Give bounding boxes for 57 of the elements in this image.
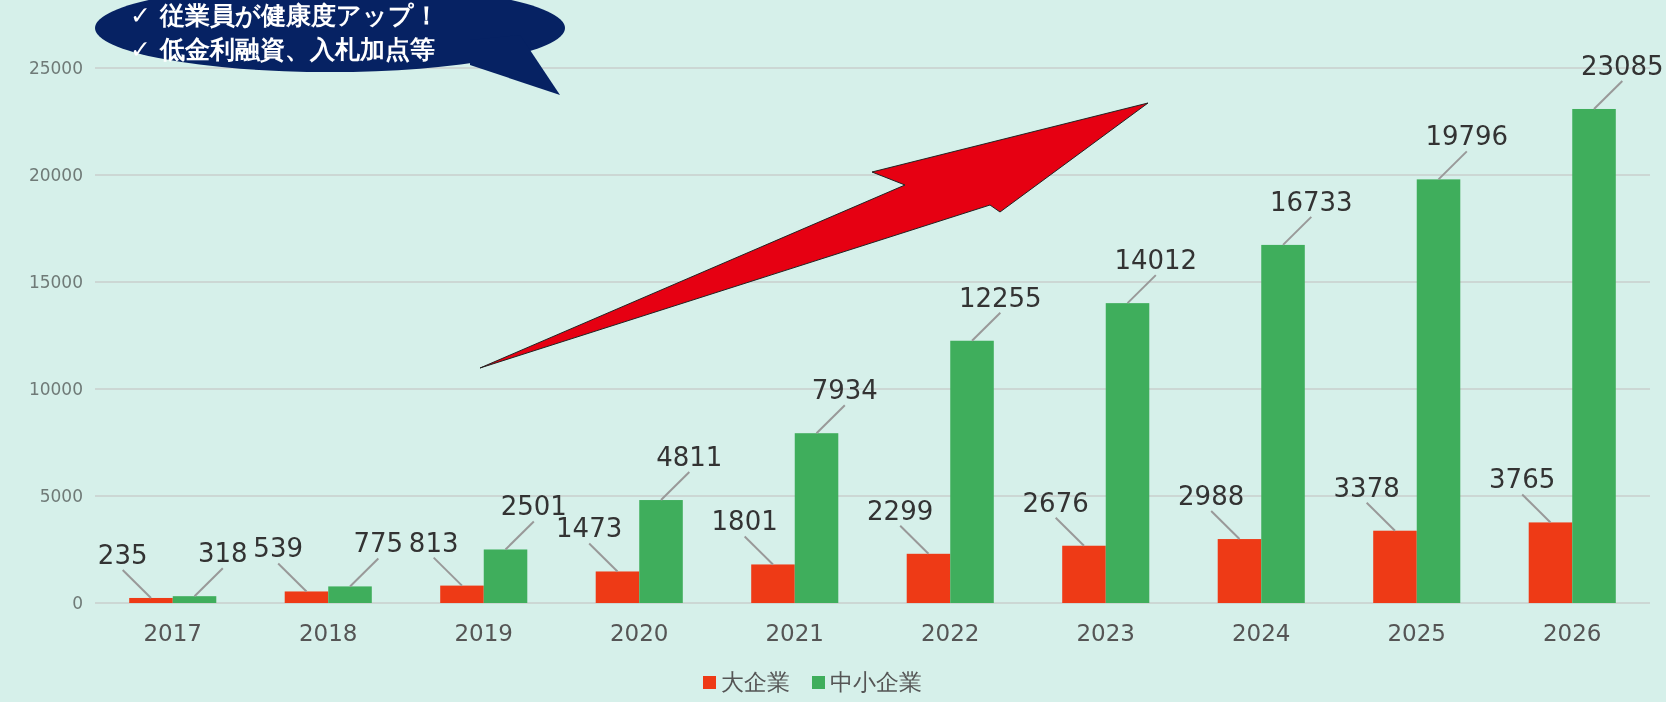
data-label: 7934 bbox=[811, 375, 878, 406]
x-tick-label: 2026 bbox=[1542, 620, 1602, 646]
x-tick-label: 2020 bbox=[609, 620, 669, 646]
data-label: 2676 bbox=[1022, 487, 1089, 518]
bar bbox=[328, 586, 372, 603]
data-label: 2988 bbox=[1178, 481, 1245, 512]
bar bbox=[284, 591, 329, 603]
bar bbox=[172, 596, 217, 603]
data-label: 12255 bbox=[958, 282, 1042, 313]
text: ✓ 従業員が健康度アップ！ bbox=[130, 1, 439, 30]
y-tick-label: 20000 bbox=[28, 165, 83, 185]
bar bbox=[794, 433, 839, 603]
x-tick-label: 2017 bbox=[143, 620, 203, 646]
y-tick-label: 0 bbox=[72, 593, 83, 613]
data-label: 16733 bbox=[1269, 186, 1353, 217]
data-label: 3378 bbox=[1333, 472, 1400, 503]
x-tick-label: 2019 bbox=[454, 620, 514, 646]
data-label: 2299 bbox=[867, 495, 934, 526]
bar bbox=[639, 500, 683, 603]
bar bbox=[1373, 530, 1417, 603]
y-tick-label: 10000 bbox=[28, 379, 83, 399]
data-label: 235 bbox=[97, 539, 148, 570]
data-label: 539 bbox=[253, 533, 303, 564]
bar bbox=[440, 585, 484, 603]
x-tick-label: 2023 bbox=[1076, 620, 1136, 646]
data-label: 1801 bbox=[711, 506, 778, 537]
bar bbox=[1261, 244, 1305, 603]
data-label: 4811 bbox=[656, 442, 723, 473]
bar bbox=[906, 553, 951, 603]
y-tick-label: 15000 bbox=[28, 272, 83, 292]
bar bbox=[1105, 303, 1150, 603]
y-tick-label: 5000 bbox=[39, 486, 83, 506]
data-label: 19796 bbox=[1425, 121, 1509, 152]
x-tick-label: 2024 bbox=[1231, 620, 1291, 646]
y-tick-label: 25000 bbox=[28, 58, 83, 78]
bar bbox=[129, 597, 173, 603]
bar bbox=[950, 340, 994, 603]
bar bbox=[1416, 179, 1461, 603]
legend-label: 大企業 bbox=[721, 669, 790, 695]
bar bbox=[1528, 522, 1573, 603]
legend-label: 中小企業 bbox=[830, 669, 922, 695]
x-tick-label: 2022 bbox=[920, 620, 980, 646]
bar bbox=[483, 549, 528, 603]
data-label: 813 bbox=[408, 527, 459, 558]
bar bbox=[1062, 545, 1106, 603]
x-tick-label: 2018 bbox=[298, 620, 358, 646]
data-label: 23085 bbox=[1580, 50, 1664, 81]
bar bbox=[751, 564, 795, 603]
bar bbox=[595, 571, 640, 603]
data-label: 775 bbox=[353, 528, 404, 559]
data-label: 14012 bbox=[1114, 245, 1198, 276]
data-label: 318 bbox=[198, 538, 248, 569]
x-tick-label: 2021 bbox=[765, 620, 825, 646]
bar bbox=[1217, 539, 1262, 603]
bar bbox=[1572, 108, 1616, 603]
x-tick-label: 2025 bbox=[1387, 620, 1447, 646]
data-label: 3765 bbox=[1489, 464, 1556, 495]
